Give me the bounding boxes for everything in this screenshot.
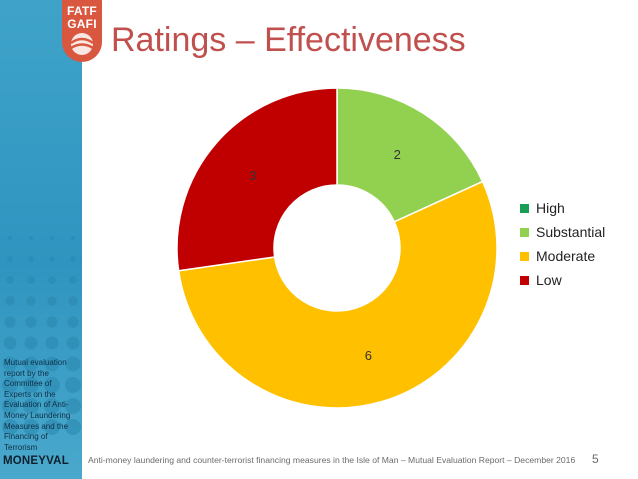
decorative-dot [45,336,59,350]
decorative-dot [69,276,77,284]
decorative-dot [6,276,14,284]
legend-label: Low [536,272,562,288]
decorative-dot [4,316,16,328]
chart-legend: High Substantial Moderate Low [520,196,605,292]
effectiveness-doughnut-chart: 0263 [176,87,498,409]
decorative-dot [28,256,34,262]
data-label-low: 3 [249,168,256,183]
decorative-dot [44,398,60,414]
dot-pattern [2,236,81,435]
decorative-dot [26,296,36,306]
legend-item-high: High [520,196,605,220]
decorative-dot [23,377,39,393]
decorative-dot [46,316,58,328]
decorative-dot [2,377,18,393]
slice-moderate [177,180,498,409]
legend-item-substantial: Substantial [520,220,605,244]
decorative-dot [29,236,33,240]
decorative-dot [44,356,60,372]
decorative-dot [71,236,75,240]
decorative-dot [68,296,78,306]
logo-globe-icon [70,33,94,55]
data-label-moderate: 6 [365,348,372,363]
decorative-dot [50,236,54,240]
footer-text: Anti-money laundering and counter-terror… [88,455,576,465]
decorative-dot [24,336,38,350]
legend-swatch [520,251,529,261]
decorative-dot [47,296,57,306]
sidebar-description: Mutual evaluation report by the Committe… [4,358,71,452]
decorative-dot [2,356,18,372]
slice-substantial [336,87,484,223]
legend-label: Substantial [536,224,606,240]
fatf-gafi-logo: FATF GAFI [62,0,102,62]
decorative-dot [5,296,15,306]
logo-line-2: GAFI [67,17,97,31]
data-label-substantial: 2 [394,147,401,162]
decorative-dot [70,256,76,262]
legend-label: High [536,200,565,216]
decorative-dot [65,398,81,414]
decorative-sidebar [0,0,82,479]
decorative-dot [65,377,81,393]
logo-line-1: FATF [67,4,97,18]
decorative-dot [44,377,60,393]
decorative-dot [67,316,79,328]
moneyval-brand: MONEYVAL [3,455,69,467]
decorative-dot [23,398,39,414]
decorative-dot [7,256,13,262]
page-number: 5 [592,452,599,466]
legend-swatch [520,203,529,213]
decorative-dot [49,256,55,262]
legend-label: Moderate [536,248,596,264]
decorative-dot [23,356,39,372]
decorative-dot [23,419,39,435]
decorative-dot [2,419,18,435]
decorative-dot [25,316,37,328]
decorative-dot [8,236,12,240]
page-title: Ratings – Effectiveness [111,21,466,59]
legend-swatch [520,227,529,237]
slice-low [176,87,338,272]
decorative-dot [3,336,17,350]
decorative-dot [44,419,60,435]
decorative-dot [66,336,80,350]
decorative-dot [65,356,81,372]
legend-item-low: Low [520,268,605,292]
decorative-dot [65,419,81,435]
decorative-dot [27,276,35,284]
legend-swatch [520,275,529,285]
decorative-dot [48,276,56,284]
legend-item-moderate: Moderate [520,244,605,268]
decorative-dot [2,398,18,414]
